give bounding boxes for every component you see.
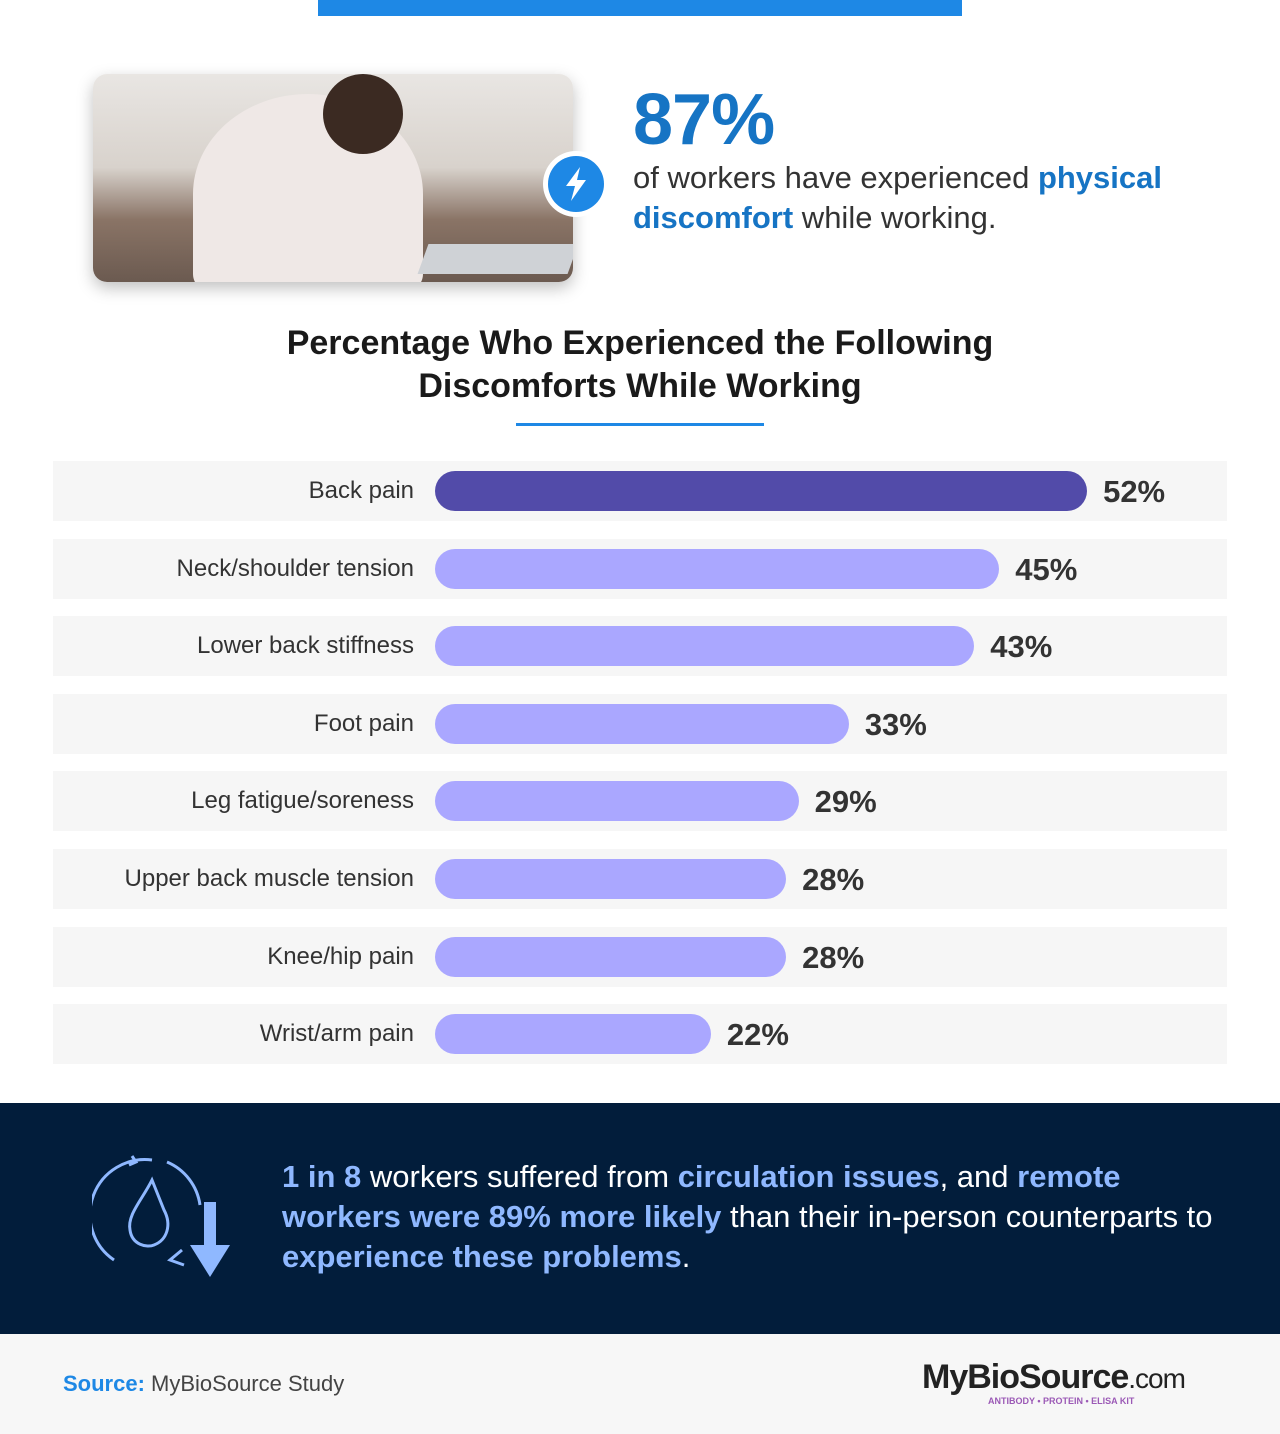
value-label: 28% [802,939,865,975]
category-label: Lower back stiffness [197,632,414,660]
hero-stat: 87% [633,80,775,160]
category-label: Back pain [308,477,414,504]
value-label: 43% [990,629,1053,665]
callout-text-part: 1 in 8 [282,1159,362,1194]
callout-text-part: , and [939,1159,1018,1194]
value-label: 29% [814,784,877,820]
callout-text-part: than their in-person counterparts to [721,1199,1213,1234]
chart-row: Wrist/arm pain 22% [53,1004,1227,1065]
callout-text-part: experience these problems [282,1239,682,1274]
chart-row: Lower back stiffness 43% [53,616,1227,677]
bar [435,859,787,899]
callout-text-part: circulation issues [677,1159,940,1194]
category-label: Upper back muscle tension [124,865,414,892]
lightning-icon [566,167,586,201]
chart-row: Leg fatigue/soreness 29% [53,771,1227,832]
chart-row: Knee/hip pain 28% [53,926,1227,987]
hero-photo [93,74,573,282]
chart-row: Neck/shoulder tension 45% [53,538,1227,599]
category-label: Foot pain [313,709,414,737]
chart-row: Foot pain 33% [53,693,1227,754]
circulation-drop-down-arrow-icon [92,1155,230,1277]
chart-row: Upper back muscle tension 28% [53,849,1227,909]
category-label: Knee/hip pain [267,942,414,970]
category-label: Leg fatigue/soreness [191,787,414,815]
category-label: Wrist/arm pain [259,1020,414,1048]
value-label: 28% [802,862,865,897]
lightning-badge [543,151,609,217]
value-label: 22% [726,1017,789,1053]
title-underline [516,423,764,426]
callout-text-part: remote workers were 89% more likely [282,1159,1121,1234]
callout-text: 1 in 8 workers suffered from circulation… [282,1157,1242,1277]
source-note: Source: MyBioSource Study [63,1371,345,1396]
top-accent-bar [318,0,962,16]
bar [435,548,1000,589]
value-label: 45% [1015,551,1078,587]
mybiosource-logo[interactable]: MyBioSource.com ANTIBODY • PROTEIN • ELIS… [922,1358,1186,1406]
bar [435,781,799,822]
callout-text-part: workers suffered from [361,1159,678,1194]
chart-row: Back pain 52% [53,461,1227,521]
chart-title: Percentage Who Experienced the Following… [286,324,994,405]
bar [435,1014,711,1055]
bar [435,703,849,744]
bar [435,626,975,667]
footer [0,1334,1280,1434]
callout-text-part: . [681,1239,691,1274]
value-label: 52% [1103,474,1166,509]
category-label: Neck/shoulder tension [176,554,414,582]
value-label: 33% [864,706,927,742]
bar [435,936,787,977]
hero-text: of workers have experienced physical dis… [633,160,1162,235]
bar [435,471,1088,511]
